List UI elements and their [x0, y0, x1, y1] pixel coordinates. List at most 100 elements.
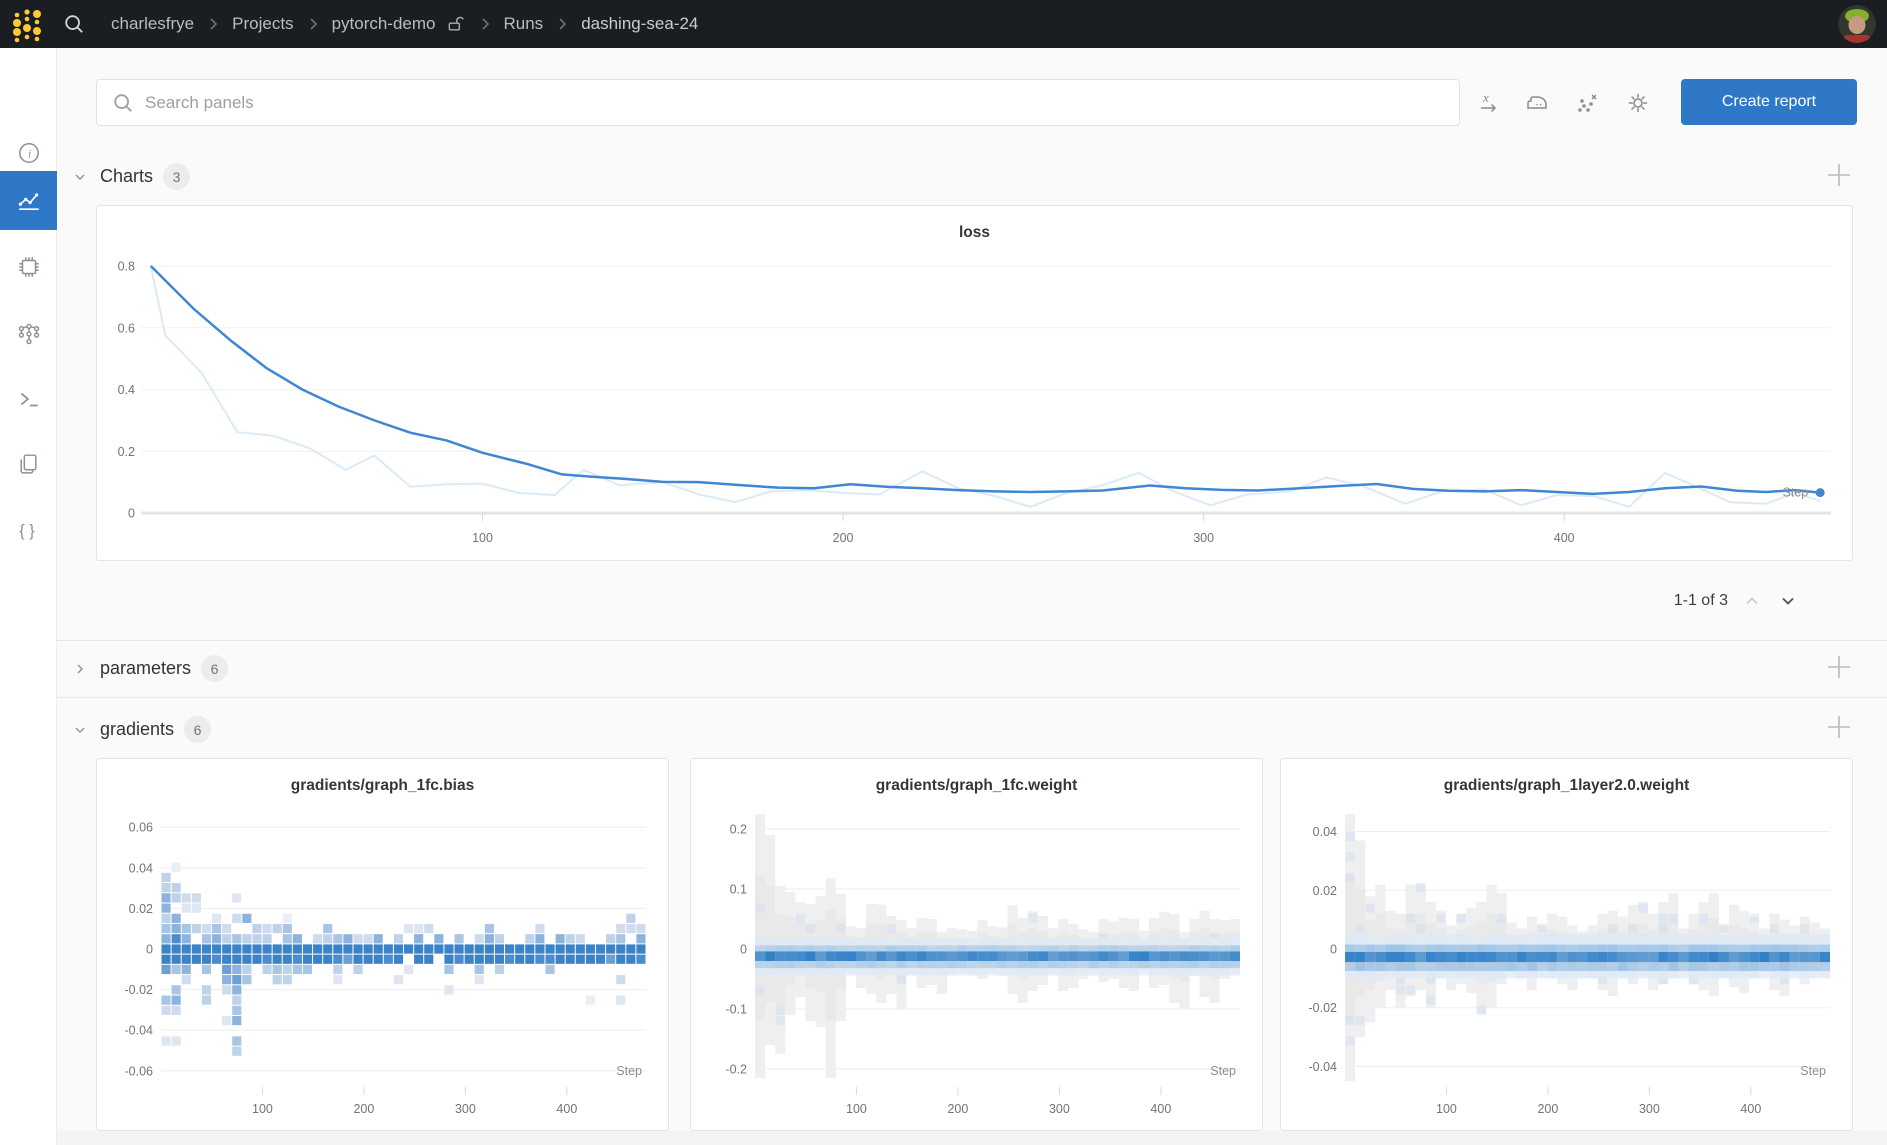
svg-text:400: 400 — [1554, 531, 1575, 545]
loss-plot: 0.8 0.6 0.4 0.2 0 100 200 300 400 Step — [97, 206, 1852, 560]
search-icon — [114, 93, 132, 112]
svg-text:0.2: 0.2 — [730, 823, 747, 837]
sidebar-item-overview[interactable]: i — [0, 123, 57, 182]
page-bottom — [57, 1131, 1887, 1145]
braces-icon: { } — [19, 521, 35, 539]
svg-text:0.04: 0.04 — [129, 861, 153, 875]
gradient-heatmap-plot: 0.06 0.04 0.02 0 -0.02 -0.04 -0.06 100 200 300 400… — [97, 759, 668, 1130]
svg-text:Step: Step — [1210, 1064, 1236, 1078]
svg-text:-0.04: -0.04 — [125, 1024, 154, 1038]
section-label-gradients[interactable]: gradients — [100, 719, 175, 739]
svg-text:200: 200 — [833, 531, 854, 545]
svg-text:0.1: 0.1 — [730, 883, 747, 897]
svg-text:0.02: 0.02 — [129, 902, 153, 916]
pagination-prev-button[interactable] — [1740, 589, 1764, 613]
wandb-logo[interactable] — [9, 4, 45, 44]
user-avatar[interactable] — [1838, 5, 1876, 43]
chevron-right-icon[interactable] — [70, 659, 90, 679]
section-header-charts[interactable]: Charts 3 — [70, 163, 191, 190]
terminal-icon — [20, 392, 38, 406]
x-axis-settings-button[interactable]: x — [1473, 87, 1505, 119]
breadcrumb-separator — [207, 17, 219, 31]
svg-text:300: 300 — [455, 1102, 476, 1116]
info-icon: i — [18, 142, 39, 163]
chart-title: gradients/graph_1layer2.0.weight — [1443, 777, 1690, 794]
pagination-label: 1-1 of 3 — [1673, 592, 1728, 609]
chevron-down-icon[interactable] — [70, 167, 90, 187]
sidebar-item-model[interactable] — [0, 304, 57, 363]
sidebar-item-config[interactable]: { } — [0, 500, 57, 559]
remove-outliers-button[interactable] — [1571, 87, 1603, 119]
add-panel-button-gradients[interactable] — [1824, 712, 1854, 742]
chevron-down-icon[interactable] — [70, 720, 90, 740]
section-header-parameters[interactable]: parameters 6 — [70, 655, 229, 682]
chart-panel-loss: 0.8 0.6 0.4 0.2 0 100 200 300 400 Step loss — [96, 205, 1853, 561]
svg-text:i: i — [28, 146, 31, 160]
breadcrumb-separator — [556, 17, 568, 31]
svg-text:0: 0 — [128, 507, 135, 521]
pagination-next-button[interactable] — [1776, 589, 1800, 613]
chip-icon — [18, 256, 39, 277]
svg-text:Step: Step — [1800, 1064, 1826, 1078]
svg-text:100: 100 — [252, 1102, 273, 1116]
breadcrumb-projects[interactable]: Projects — [232, 14, 294, 33]
section-count-parameters: 6 — [201, 655, 229, 682]
svg-text:-0.1: -0.1 — [725, 1003, 747, 1017]
wandb-dots-logo-icon — [13, 9, 41, 43]
svg-text:-0.02: -0.02 — [1309, 1001, 1338, 1015]
section-header-gradients[interactable]: gradients 6 — [70, 716, 212, 743]
breadcrumb: charlesfrye Projects pytorch-demo Runs d… — [111, 14, 698, 34]
search-panels-input[interactable] — [145, 92, 1459, 113]
chart-panel-gradients-1fc-bias: 0.06 0.04 0.02 0 -0.02 -0.04 -0.06 100 200 300 400… — [96, 758, 669, 1131]
breadcrumb-user[interactable]: charlesfrye — [111, 14, 195, 33]
breadcrumb-separator — [479, 17, 491, 31]
global-search-button[interactable] — [59, 9, 89, 39]
add-panel-button-parameters[interactable] — [1824, 652, 1854, 682]
svg-text:0.6: 0.6 — [118, 321, 135, 335]
sidebar-item-system[interactable] — [0, 237, 57, 296]
gradient-heatmap-plot: 0.04 0.02 0 -0.02 -0.04 100 200 300 400 Step — [1281, 759, 1852, 1130]
breadcrumb-run-name[interactable]: dashing-sea-24 — [581, 14, 699, 33]
plus-icon — [1828, 164, 1850, 186]
svg-text:0: 0 — [146, 943, 153, 957]
svg-text:0.4: 0.4 — [118, 383, 135, 397]
section-label-parameters[interactable]: parameters — [100, 658, 192, 678]
svg-text:300: 300 — [1639, 1102, 1660, 1116]
breadcrumb-project[interactable]: pytorch-demo — [331, 14, 436, 33]
svg-text:0: 0 — [740, 943, 747, 957]
settings-button[interactable] — [1622, 87, 1654, 119]
svg-text:0.04: 0.04 — [1313, 825, 1337, 839]
section-count-gradients: 6 — [184, 716, 212, 743]
svg-text:0.8: 0.8 — [118, 260, 135, 274]
plus-icon — [1828, 656, 1850, 678]
outlier-dots-icon — [1578, 94, 1597, 112]
add-panel-button-charts[interactable] — [1824, 160, 1854, 190]
section-label-charts[interactable]: Charts — [100, 166, 154, 186]
svg-text:0.06: 0.06 — [129, 821, 153, 835]
svg-text:100: 100 — [472, 531, 493, 545]
svg-text:400: 400 — [1740, 1102, 1761, 1116]
breadcrumb-separator — [307, 17, 319, 31]
sidebar-item-files[interactable] — [0, 434, 57, 493]
svg-text:200: 200 — [353, 1102, 374, 1116]
breadcrumb-runs[interactable]: Runs — [503, 14, 544, 33]
sidebar-item-charts[interactable] — [0, 171, 57, 230]
section-count-charts: 3 — [163, 163, 191, 190]
svg-text:200: 200 — [947, 1102, 968, 1116]
sidebar-item-logs[interactable] — [0, 369, 57, 428]
smoothing-button[interactable] — [1521, 87, 1553, 119]
create-report-button[interactable]: Create report — [1681, 79, 1857, 125]
svg-text:400: 400 — [556, 1102, 577, 1116]
top-navigation-bar: charlesfrye Projects pytorch-demo Runs d… — [0, 0, 1887, 48]
panel-search — [96, 79, 1460, 126]
svg-text:-0.02: -0.02 — [125, 983, 154, 997]
svg-text:x: x — [1482, 90, 1489, 105]
svg-text:Step: Step — [616, 1064, 642, 1078]
plus-icon — [1828, 716, 1850, 738]
avatar-image — [1838, 5, 1876, 43]
smoothing-iron-icon — [1527, 96, 1547, 109]
line-chart-icon — [18, 192, 39, 210]
chevron-down-icon — [1782, 597, 1794, 605]
gear-icon — [1628, 93, 1648, 113]
